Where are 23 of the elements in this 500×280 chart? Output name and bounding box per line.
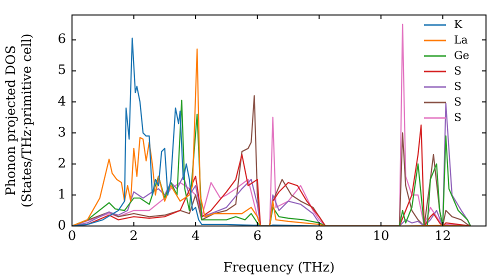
y-tick-label: 1 (58, 187, 66, 202)
y-axis-title: Phonon projected DOS (States/THz·primitive cell) (4, 33, 35, 208)
y-tick-label: 6 (58, 32, 66, 48)
y-tick-label: 4 (58, 94, 66, 110)
x-tick-label: 8 (315, 229, 324, 244)
legend-label: S (454, 64, 462, 78)
y-tick-label: 2 (58, 156, 66, 172)
x-tick-label: 10 (372, 229, 390, 244)
legend-label: K (454, 18, 463, 31)
legend-label: S (454, 110, 462, 124)
x-tick-label: 12 (434, 229, 452, 244)
legend-label: La (454, 33, 468, 46)
legend-label: S (454, 95, 462, 108)
y-tick-label: 5 (58, 63, 66, 78)
y-tick-label: 0 (58, 218, 66, 234)
y-tick-label: 3 (58, 125, 66, 140)
x-tick-label: 6 (253, 229, 262, 244)
legend-label: Ge (454, 48, 470, 62)
legend-label: S (454, 80, 462, 93)
x-tick-label: 4 (191, 229, 200, 244)
x-tick-label: 0 (68, 229, 76, 244)
x-axis-title: Frequency (THz) (223, 260, 335, 276)
x-tick-label: 2 (130, 229, 138, 244)
